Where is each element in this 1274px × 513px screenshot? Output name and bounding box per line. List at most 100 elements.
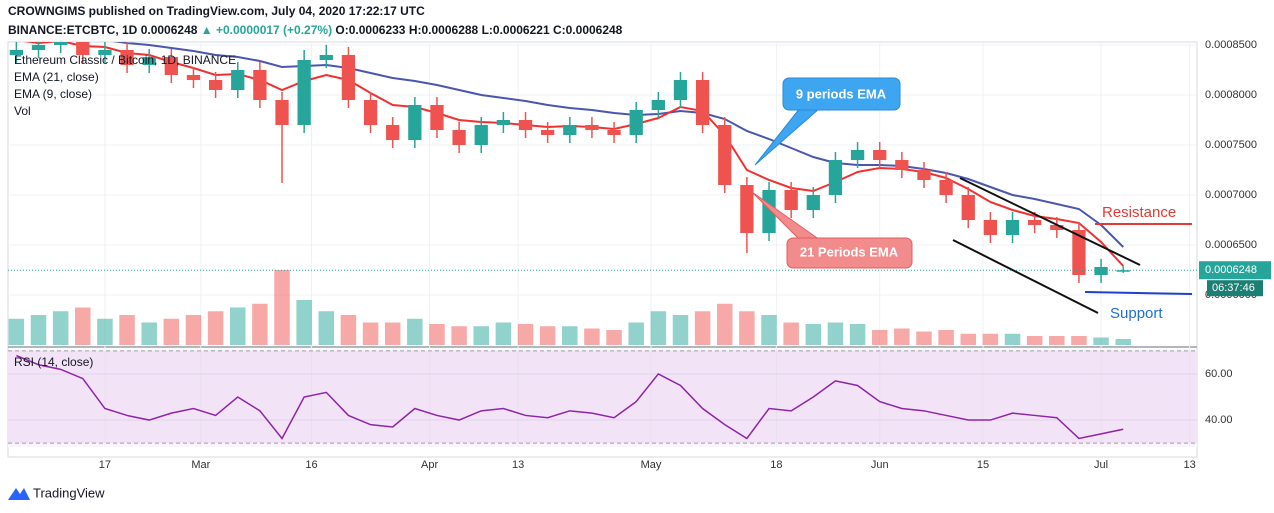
volume-bar: [783, 322, 799, 345]
volume-bar: [960, 333, 977, 345]
y-tick-label: 0.0007000: [1205, 189, 1257, 201]
rsi-tick-label: 40.00: [1205, 414, 1233, 426]
candle-body: [9, 50, 24, 55]
volume-bar: [384, 322, 401, 345]
candle-body: [695, 80, 710, 125]
support-label: Support: [1110, 305, 1163, 322]
volume-bar: [1049, 336, 1065, 345]
x-tick-label: 17: [99, 459, 111, 471]
candle-body: [740, 185, 754, 233]
x-tick-label: Jun: [871, 459, 889, 471]
volume-bar: [1004, 333, 1021, 345]
candle-body: [1116, 270, 1130, 272]
candle-body: [341, 55, 356, 100]
candle-body: [319, 55, 333, 60]
volume-bar: [562, 326, 578, 345]
rsi-band: [8, 350, 1197, 444]
volume-bar: [739, 311, 755, 345]
candle-body: [186, 75, 201, 80]
volume-bar: [52, 311, 69, 345]
candle-body: [253, 70, 267, 100]
candle-body: [408, 105, 422, 140]
y-tick-label: 0.0008500: [1205, 39, 1257, 51]
candle-body: [850, 150, 865, 160]
candle-body: [76, 42, 90, 55]
volume-bar: [606, 330, 622, 345]
candle-body: [607, 130, 621, 135]
ohlc-open: O:0.0006233: [335, 23, 405, 37]
ohlc-close: C:0.0006248: [553, 23, 623, 37]
volume-bar: [207, 311, 224, 345]
last-price-tag: [1199, 261, 1271, 280]
candle-body: [939, 180, 953, 195]
volume-bar: [429, 324, 445, 345]
legend-rsi: RSI (14, close): [14, 355, 93, 369]
countdown-label: 06:37:46: [1212, 282, 1255, 294]
y-tick-label: 0.0006500: [1205, 239, 1257, 251]
candle-body: [1050, 225, 1064, 230]
volume-bar: [916, 331, 932, 345]
candle-body: [961, 195, 975, 220]
ema9-callout: 9 periods EMA: [796, 86, 887, 101]
x-tick-label: 13: [1183, 459, 1195, 471]
candle-body: [651, 100, 665, 110]
symbol: BINANCE:ETCBTC, 1D: [8, 23, 138, 37]
volume-bar: [982, 333, 999, 345]
candle-body: [585, 125, 599, 130]
candle-body: [208, 80, 223, 90]
x-tick-label: 16: [305, 459, 317, 471]
candle-body: [983, 220, 998, 235]
candle-body: [629, 110, 643, 135]
candle-body: [1094, 267, 1108, 275]
volume-bar: [805, 324, 822, 345]
volume-bar: [495, 322, 512, 345]
x-tick-label: 18: [770, 459, 782, 471]
x-tick-label: Jul: [1094, 459, 1108, 471]
candle-body: [718, 125, 732, 185]
candle-body: [895, 160, 909, 170]
volume-bar: [761, 315, 777, 345]
candle-body: [120, 50, 134, 65]
candle-body: [563, 125, 577, 135]
change: ▲ +0.0000017 (+0.27%): [201, 23, 332, 37]
volume-bar: [849, 324, 866, 345]
tv-logo: [8, 488, 30, 500]
candle-body: [275, 100, 289, 125]
candle-body: [297, 60, 311, 125]
candle-body: [363, 100, 378, 125]
candle-body: [430, 105, 444, 130]
legend-ema21: EMA (21, close): [14, 70, 99, 84]
volume-bar: [97, 318, 113, 345]
author-line: CROWNGIMS published on TradingView.com, …: [8, 4, 425, 18]
x-tick-label: 13: [512, 459, 524, 471]
volume-bar: [871, 330, 888, 345]
candle-body: [1028, 220, 1042, 225]
volume-bar: [717, 303, 733, 345]
volume-bar: [584, 328, 600, 345]
ema-line: [112, 42, 1124, 248]
volume-bar: [938, 330, 954, 345]
candle-body: [164, 57, 178, 75]
candle-body: [496, 120, 511, 125]
candle-body: [762, 190, 776, 233]
rsi-tick-label: 60.00: [1205, 368, 1233, 380]
ema-line: [23, 42, 1124, 267]
countdown-tag: [1207, 280, 1263, 297]
legend-ema9: EMA (9, close): [14, 87, 92, 101]
volume-bar: [827, 322, 844, 345]
last-price-label: 0.0006248: [1205, 264, 1257, 276]
volume-bar: [141, 322, 157, 345]
footer-brand: TradingView: [33, 485, 105, 500]
frame: [7, 41, 1198, 458]
volume-bar: [694, 311, 711, 345]
volume-bar: [894, 328, 910, 345]
volume-bar: [672, 315, 689, 345]
x-tick-label: Mar: [191, 459, 210, 471]
volume-bar: [650, 311, 667, 345]
volume-bar: [407, 318, 423, 345]
volume-bar: [473, 326, 489, 345]
volume-bar: [517, 324, 534, 345]
rsi-line: [16, 354, 1124, 440]
volume-bar: [628, 322, 644, 345]
